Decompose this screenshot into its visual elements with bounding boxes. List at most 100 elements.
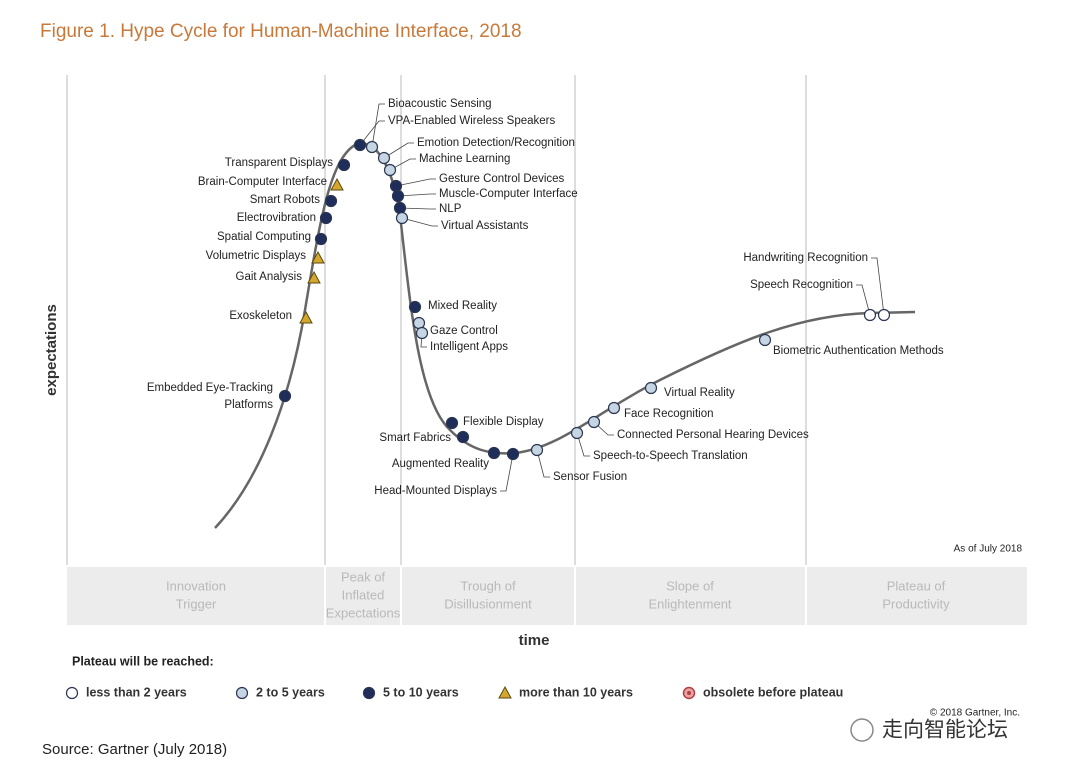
leader-line [359, 120, 385, 146]
node-marker [337, 158, 351, 172]
phase-label: Inflated [342, 587, 385, 602]
node-label: Muscle-Computer Interface [439, 188, 578, 200]
node-label: Virtual Assistants [441, 220, 529, 232]
source: Source: Gartner (July 2018) [42, 741, 227, 758]
legend-marker [235, 686, 249, 700]
phase-label: Productivity [882, 596, 950, 611]
legend-label: 2 to 5 years [256, 685, 325, 699]
phase-label: Trough of [460, 578, 516, 593]
node-label: Intelligent Apps [430, 341, 508, 353]
node-label: Gait Analysis [236, 271, 303, 283]
node-label: Virtual Reality [664, 387, 735, 399]
node-label: Electrovibration [237, 212, 316, 224]
node-label: Sensor Fusion [553, 471, 627, 483]
node-marker [408, 300, 422, 314]
node-label: Head-Mounted Displays [374, 485, 497, 497]
node-marker [391, 189, 405, 203]
node-label: Machine Learning [419, 153, 510, 165]
node-marker [278, 389, 292, 403]
node-marker [319, 211, 333, 225]
node-marker [758, 333, 772, 347]
leader-line [871, 257, 885, 316]
node-label: Gaze Control [430, 325, 498, 337]
copyright: © 2018 Gartner, Inc. [930, 708, 1020, 719]
node-label: Volumetric Displays [206, 250, 307, 262]
leader-line [397, 193, 436, 197]
node-label: Transparent Displays [225, 157, 333, 169]
node-marker [314, 232, 328, 246]
as-of: As of July 2018 [954, 544, 1023, 555]
phase-label: Slope of [666, 578, 714, 593]
node-marker [389, 179, 403, 193]
node-marker [456, 430, 470, 444]
node-marker [365, 140, 379, 154]
node-label: Handwriting Recognition [743, 252, 868, 264]
phase-dividers [324, 567, 807, 625]
node-marker [383, 163, 397, 177]
node-label: Mixed Reality [428, 300, 497, 312]
phase-label: Plateau of [887, 578, 946, 593]
node-marker [412, 316, 426, 330]
node-label: VPA-Enabled Wireless Speakers [388, 115, 555, 127]
legend-marker [498, 685, 512, 699]
node-marker [395, 211, 409, 225]
phase-label: Trigger [176, 596, 217, 611]
leader-line [401, 217, 438, 227]
node-label: Platforms [224, 399, 273, 411]
node-marker [570, 426, 584, 440]
legend-label: obsolete before plateau [703, 685, 843, 699]
leader-line [856, 284, 871, 316]
leader-line [389, 158, 416, 171]
legend-label: 5 to 10 years [383, 685, 459, 699]
legend-marker [65, 686, 79, 700]
legend-marker-core [687, 691, 691, 695]
node-marker [506, 447, 520, 461]
plot-frame [66, 75, 807, 565]
leader-line [383, 142, 414, 159]
node-marker [299, 310, 313, 324]
node-label: Brain-Computer Interface [198, 176, 327, 188]
phase-band [67, 567, 1027, 625]
node-marker [330, 177, 344, 191]
node-marker [311, 250, 325, 264]
leader-line [576, 432, 590, 457]
node-label: Biometric Authentication Methods [773, 345, 944, 357]
y-axis-label: expectations [43, 304, 60, 396]
node-label: Augmented Reality [392, 458, 489, 470]
node-label: Embedded Eye-Tracking [147, 382, 273, 394]
node-marker [415, 326, 429, 340]
node-marker [607, 401, 621, 415]
node-label: Smart Fabrics [379, 432, 451, 444]
node-marker [324, 194, 338, 208]
node-marker [644, 381, 658, 395]
node-marker [863, 308, 877, 322]
phase-label: Disillusionment [444, 596, 532, 611]
watermark: 走向智能论坛 [882, 719, 1008, 742]
title: Figure 1. Hype Cycle for Human-Machine I… [40, 21, 522, 42]
node-label: Smart Robots [250, 194, 321, 206]
legend-title: Plateau will be reached: [72, 654, 214, 668]
leader-line [536, 449, 550, 478]
node-marker [530, 443, 544, 457]
leader-line [395, 178, 436, 187]
node-label: Bioacoustic Sensing [388, 98, 492, 110]
node-label: Speech Recognition [750, 279, 853, 291]
node-label: Gesture Control Devices [439, 173, 565, 185]
x-axis-label: time [519, 632, 550, 649]
watermark-icon [850, 718, 874, 742]
phase-label: Innovation [166, 578, 226, 593]
leader-line [399, 207, 436, 210]
node-marker [487, 446, 501, 460]
node-marker [377, 151, 391, 165]
node-label: Spatial Computing [217, 231, 311, 243]
phase-label: Enlightenment [648, 596, 731, 611]
node-label: Exoskeleton [229, 310, 292, 322]
node-marker [877, 308, 891, 322]
node-label: Face Recognition [624, 408, 714, 420]
node-marker [307, 270, 321, 284]
node-label: Connected Personal Hearing Devices [617, 429, 809, 441]
node-label: Flexible Display [463, 416, 544, 428]
leader-line [593, 421, 614, 436]
leader-line [371, 103, 385, 148]
